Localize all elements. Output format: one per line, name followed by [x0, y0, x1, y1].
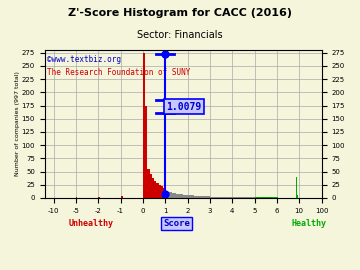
Bar	[174, 193, 176, 198]
Bar	[252, 197, 255, 198]
Text: Z'-Score Histogram for CACC (2016): Z'-Score Histogram for CACC (2016)	[68, 8, 292, 18]
Bar	[181, 194, 183, 198]
Bar	[165, 191, 167, 198]
Bar	[241, 197, 243, 198]
Bar	[239, 197, 241, 198]
Bar	[176, 194, 179, 198]
Bar	[246, 197, 248, 198]
Bar	[257, 197, 259, 198]
Bar	[194, 196, 197, 198]
Bar	[234, 197, 237, 198]
Bar	[217, 197, 219, 198]
Bar	[206, 196, 208, 198]
Bar	[270, 197, 273, 198]
Bar	[248, 197, 250, 198]
Bar	[156, 183, 158, 198]
Bar	[273, 197, 275, 198]
Text: Score: Score	[163, 219, 190, 228]
Bar	[145, 106, 147, 198]
Bar	[230, 197, 232, 198]
Bar	[121, 196, 123, 198]
Bar	[221, 197, 223, 198]
Bar	[199, 196, 201, 198]
Bar	[268, 197, 270, 198]
Bar	[225, 197, 228, 198]
Bar	[237, 197, 239, 198]
Bar	[250, 197, 252, 198]
Bar	[266, 197, 268, 198]
Bar	[188, 195, 190, 198]
Y-axis label: Number of companies (997 total): Number of companies (997 total)	[15, 72, 20, 177]
Bar	[261, 197, 264, 198]
Bar	[76, 197, 77, 198]
Bar	[149, 174, 152, 198]
Text: ©www.textbiz.org: ©www.textbiz.org	[48, 55, 121, 63]
Bar	[203, 196, 206, 198]
Bar	[208, 196, 210, 198]
Bar	[179, 194, 181, 198]
Bar	[183, 195, 185, 198]
Bar	[277, 196, 278, 198]
Bar	[185, 195, 188, 198]
Bar	[214, 197, 217, 198]
Bar	[190, 195, 192, 198]
Bar	[192, 195, 194, 198]
Text: Unhealthy: Unhealthy	[68, 219, 113, 228]
Bar	[154, 181, 156, 198]
Bar	[158, 185, 161, 198]
Bar	[147, 169, 149, 198]
Bar	[197, 196, 199, 198]
Text: Healthy: Healthy	[292, 219, 327, 228]
Bar	[210, 197, 212, 198]
Bar	[296, 177, 297, 198]
Text: The Research Foundation of SUNY: The Research Foundation of SUNY	[48, 68, 191, 77]
Bar	[264, 197, 266, 198]
Bar	[163, 188, 165, 198]
Bar	[212, 197, 214, 198]
Bar	[201, 196, 203, 198]
Bar	[243, 197, 246, 198]
Bar	[223, 197, 225, 198]
Bar	[219, 197, 221, 198]
Bar	[255, 197, 257, 198]
Bar	[152, 178, 154, 198]
Bar	[228, 197, 230, 198]
Bar	[275, 197, 277, 198]
Bar	[143, 53, 145, 198]
Bar	[98, 197, 100, 198]
Bar	[161, 186, 163, 198]
Bar	[232, 197, 234, 198]
Bar	[172, 193, 174, 198]
Text: 1.0079: 1.0079	[166, 102, 202, 112]
Bar	[259, 197, 261, 198]
Text: Sector: Financials: Sector: Financials	[137, 30, 223, 40]
Bar	[167, 192, 170, 198]
Bar	[170, 192, 172, 198]
